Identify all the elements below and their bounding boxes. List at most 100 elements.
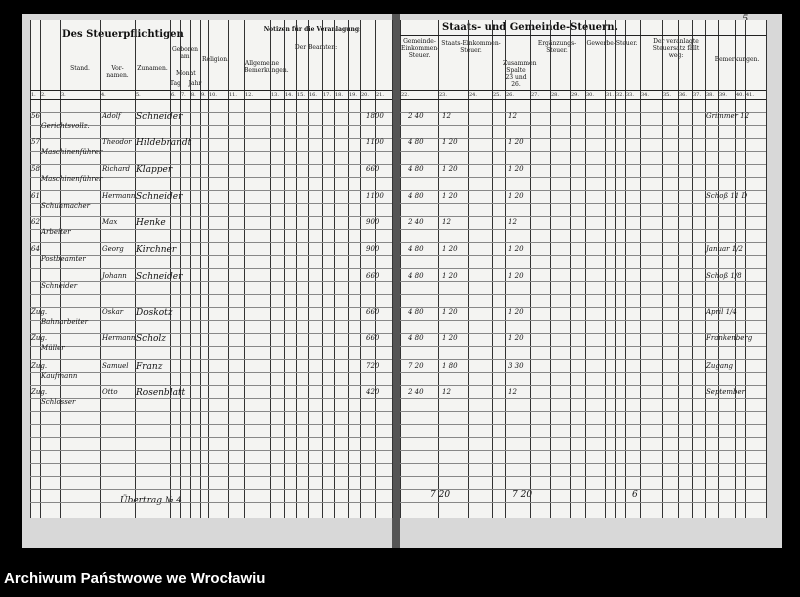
row-gemeinde: 4 80 [408,165,424,173]
row-number: Zug. [31,388,48,396]
row-staats: 1 20 [442,138,458,146]
column-number: 21. [376,92,384,98]
col-gemeinde-einkommen: Gemeinde-Einkommen-Steuer. [401,38,440,59]
row-rule [400,255,766,256]
column-rule [208,20,209,518]
column-rule [200,20,201,518]
row-vorname: Adolf [102,112,121,120]
row-rule [400,125,766,126]
row-rule [30,463,392,464]
column-rule [100,20,101,518]
row-rule [30,203,392,204]
column-number: 23. [439,92,447,98]
row-vorname: Oskar [102,308,124,316]
row-amount: 660 [366,334,380,342]
column-rule [735,20,736,518]
column-number: 11. [229,92,237,98]
row-zuname: Franz [136,362,163,372]
col-monat: Monat [176,70,196,77]
row-rule [400,437,766,438]
row-vorname: Max [102,218,118,226]
row-vorname: Hermann [102,334,136,342]
col-zunamen: Zunamen. [137,65,168,72]
row-rule [400,424,766,425]
row-number: 62 [31,218,40,226]
row-zuname: Schneider [136,272,183,282]
col-tag: Tag [170,80,181,87]
row-zuname: Schneider [136,112,183,122]
column-number: 26. [506,92,514,98]
row-number: Zug. [31,334,48,342]
row-rule [30,333,392,334]
row-remark: April 1/4 [706,308,737,316]
row-number: 64 [31,245,40,253]
column-rule [662,20,663,518]
col-veranlagt: Der veranlagte Steuersatz fällt weg: [652,38,700,59]
column-rule [438,20,439,518]
header-rule [30,90,392,91]
column-number: 39. [719,92,727,98]
column-number: 8. [191,92,196,98]
column-rule [170,20,171,518]
col-vornamen: Vor-namen. [106,65,129,79]
row-stand: Maschinenführer [41,175,103,183]
row-rule [30,307,392,308]
row-rule [400,450,766,451]
row-staats: 1 20 [442,272,458,280]
row-stand: Maschinenführer [41,148,103,156]
row-rule [30,411,392,412]
row-gemeinde: 4 80 [408,192,424,200]
column-number: 2. [41,92,46,98]
row-staats: 1 80 [442,362,458,370]
column-number: 28. [551,92,559,98]
row-zuname: Hildebrandt [136,138,192,148]
row-rule [400,216,766,217]
col-geboren: Geboren am [171,46,199,60]
row-remark: Schoß 1/8 [706,272,742,280]
column-number: 15. [297,92,305,98]
row-vorname: Georg [102,245,124,253]
total-2: 7 20 [512,490,533,500]
row-amount: 660 [366,308,380,316]
archive-credit: Archiwum Państwowe we Wrocławiu [4,570,266,587]
row-rule [30,489,392,490]
row-gemeinde: 4 80 [408,245,424,253]
column-rule [400,20,401,518]
col-religion: Religion. [202,56,230,63]
col-summe: Zusammen Spalte 23 und 26. [503,60,537,88]
column-number: 6. [171,92,176,98]
column-number: 10. [209,92,217,98]
column-rule [550,20,551,518]
row-rule [30,177,392,178]
row-remark: Frankenberg [706,334,753,342]
header-rule [400,90,766,91]
row-gemeinde: 7 20 [408,362,424,370]
row-rule [30,385,392,386]
row-rule [400,463,766,464]
row-rule [400,372,766,373]
col-allgemeine: Allgemeine Bemerkungen. [244,60,289,74]
row-summe: 3 30 [508,362,524,370]
column-number: 31. [606,92,614,98]
row-staats: 12 [442,388,451,396]
row-amount: 900 [366,245,380,253]
row-stand: Bahnarbeiter [41,318,89,326]
column-rule [625,20,626,518]
column-rule [718,20,719,518]
row-rule [400,307,766,308]
column-number: 33. [626,92,634,98]
row-vorname: Samuel [102,362,129,370]
left-title: Des Steuerpflichtigen [62,29,184,40]
row-rule [400,502,766,503]
column-rule [360,20,361,518]
column-number: 4. [101,92,106,98]
book-spine [392,14,400,548]
row-summe: 12 [508,388,517,396]
column-rule [605,20,606,518]
row-zuname: Kirchner [136,245,177,255]
column-number: 22. [401,92,409,98]
row-remark: Schoß 11 D [706,192,748,200]
row-rule [400,320,766,321]
column-rule [640,20,641,518]
column-number: 9. [201,92,206,98]
